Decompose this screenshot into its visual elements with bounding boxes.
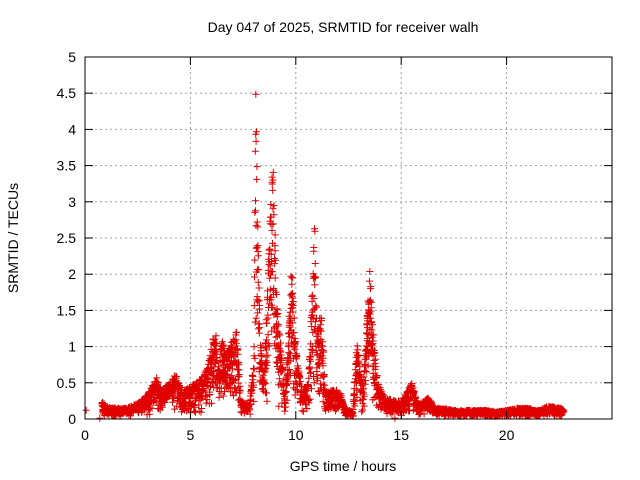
y-tick-label: 5: [68, 49, 76, 65]
y-tick-label: 2.5: [57, 230, 77, 246]
y-tick-label: 3: [68, 194, 76, 210]
plot-frame: [84, 56, 613, 420]
y-tick-label: 0: [68, 411, 76, 427]
x-tick-label: 20: [499, 427, 515, 443]
y-tick-label: 3.5: [57, 158, 77, 174]
y-tick-label: 4: [68, 121, 76, 137]
data-series-srmtid: [82, 90, 567, 422]
y-tick-labels: 0 0.5 1 1.5 2 2.5 3 3.5 4 4.5 5: [57, 49, 77, 427]
x-tick-label: 15: [393, 427, 409, 443]
x-tick-label: 0: [81, 427, 89, 443]
y-axis-label: SRMTID / TECUs: [5, 183, 21, 293]
y-tick-label: 1.5: [57, 302, 77, 318]
y-tick-label: 4.5: [57, 85, 77, 101]
y-tick-label: 0.5: [57, 375, 77, 391]
y-tick-label: 2: [68, 266, 76, 282]
x-tick-label: 10: [288, 427, 304, 443]
grid: [85, 57, 612, 419]
chart-title: Day 047 of 2025, SRMTID for receiver wal…: [208, 19, 479, 35]
srmtid-markers: [82, 90, 567, 422]
x-axis-label: GPS time / hours: [290, 458, 397, 474]
x-tick-label: 5: [187, 427, 195, 443]
x-tick-labels: 0 5 10 15 20: [81, 427, 514, 443]
axis-ticks: [84, 56, 612, 420]
y-tick-label: 1: [68, 339, 76, 355]
